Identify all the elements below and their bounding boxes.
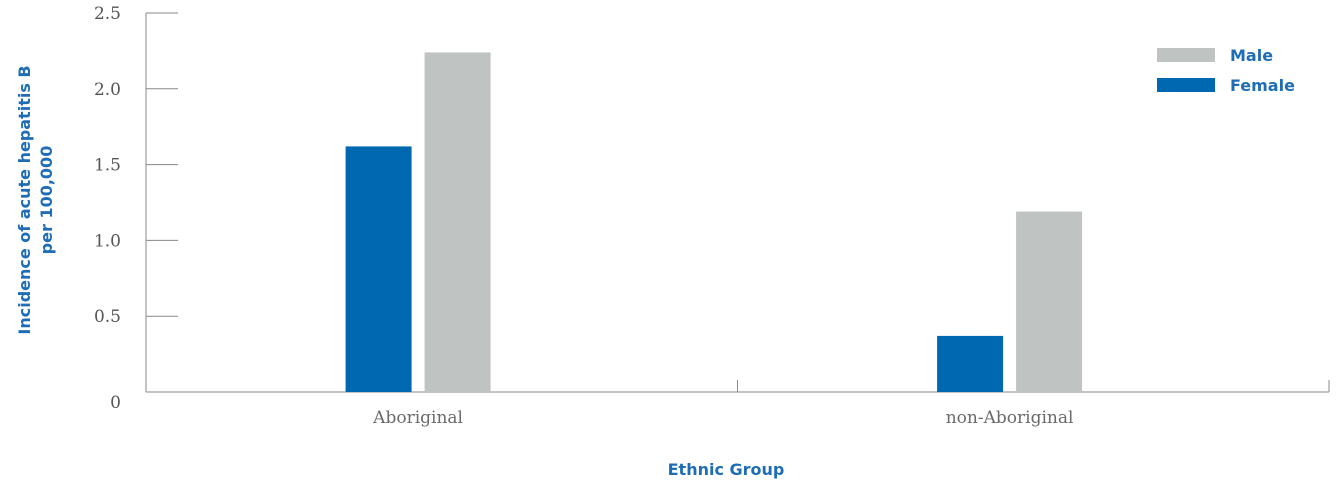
y-tick-label: 0.5 [94, 307, 121, 327]
bar-female-non-aboriginal [937, 335, 1004, 392]
y-axis-title-line: per 100,000 [37, 146, 56, 255]
y-axis-title-line: Incidence of acute hepatitis B [15, 65, 34, 334]
x-axis-title: Ethnic Group [668, 460, 785, 479]
x-tick-label: non-Aboriginal [946, 408, 1074, 428]
bar-female-aboriginal [345, 146, 412, 392]
y-tick-label: 1.0 [94, 231, 121, 251]
legend-label-male: Male [1230, 46, 1273, 65]
x-tick-label: Aboriginal [372, 408, 463, 428]
y-tick-label: 2.0 [94, 80, 121, 100]
bar-male-non-aboriginal [1016, 211, 1083, 392]
legend-swatch-male [1157, 48, 1215, 62]
bar-male-aboriginal [424, 52, 491, 392]
y-tick-label: 2.5 [94, 4, 121, 24]
y-tick-label: 0 [110, 393, 121, 413]
legend-label-female: Female [1230, 76, 1295, 95]
legend-swatch-female [1157, 78, 1215, 92]
y-tick-label: 1.5 [94, 156, 121, 176]
